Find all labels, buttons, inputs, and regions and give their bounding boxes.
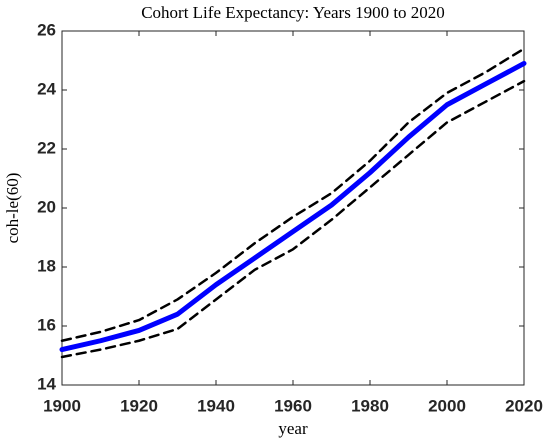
y-tick-label: 16 <box>37 315 56 334</box>
y-axis-label: coh-le(60) <box>3 173 22 244</box>
series-line <box>60 47 526 342</box>
y-tick-label: 24 <box>37 79 56 98</box>
y-tick-label: 20 <box>37 197 56 216</box>
y-tick-label: 18 <box>37 256 56 275</box>
x-tick-label: 1960 <box>274 396 312 415</box>
x-tick-label: 2020 <box>505 396 543 415</box>
y-tick-label: 22 <box>37 138 56 157</box>
y-tick-label: 26 <box>37 20 56 39</box>
plot-box <box>61 30 525 386</box>
x-tick-label: 2000 <box>428 396 466 415</box>
x-axis-label: year <box>278 419 308 438</box>
series-line <box>59 60 527 353</box>
x-tick-label: 1920 <box>120 396 158 415</box>
x-tick-label: 1940 <box>197 396 235 415</box>
x-tick-label: 1980 <box>351 396 389 415</box>
x-tick-label: 1900 <box>43 396 81 415</box>
series-line <box>60 79 526 359</box>
y-tick-label: 14 <box>37 374 56 393</box>
chart-title: Cohort Life Expectancy: Years 1900 to 20… <box>141 3 445 22</box>
